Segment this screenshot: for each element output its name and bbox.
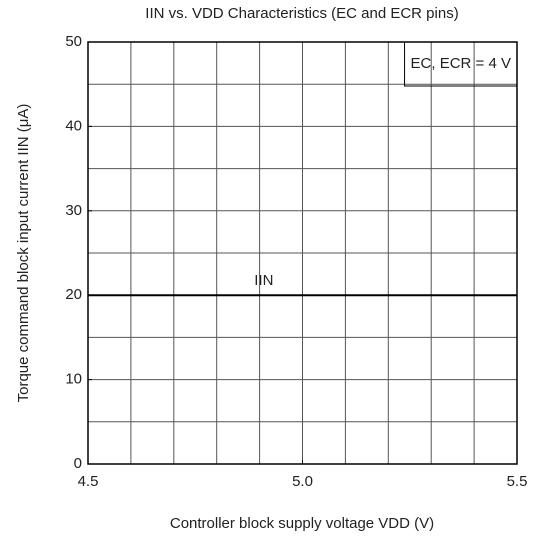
y-tick-label: 40 [65,117,82,134]
annotation-box [404,41,518,87]
y-tick-label: 50 [65,33,82,50]
line-label: IIN [254,272,273,289]
x-tick-label: 4.5 [78,473,99,490]
x-axis-label: Controller block supply voltage VDD (V) [170,515,434,532]
y-tick-label: 20 [65,286,82,303]
y-tick-label: 0 [74,455,82,472]
y-axis-label: Torque command block input current IIN (… [15,104,32,403]
chart-title: IIN vs. VDD Characteristics (EC and ECR … [145,5,458,22]
y-tick-label: 30 [65,202,82,219]
y-tick-label: 10 [65,371,82,388]
x-tick-label: 5.0 [292,473,313,490]
x-tick-label: 5.5 [507,473,528,490]
annotation: EC, ECR = 4 V [411,55,511,72]
